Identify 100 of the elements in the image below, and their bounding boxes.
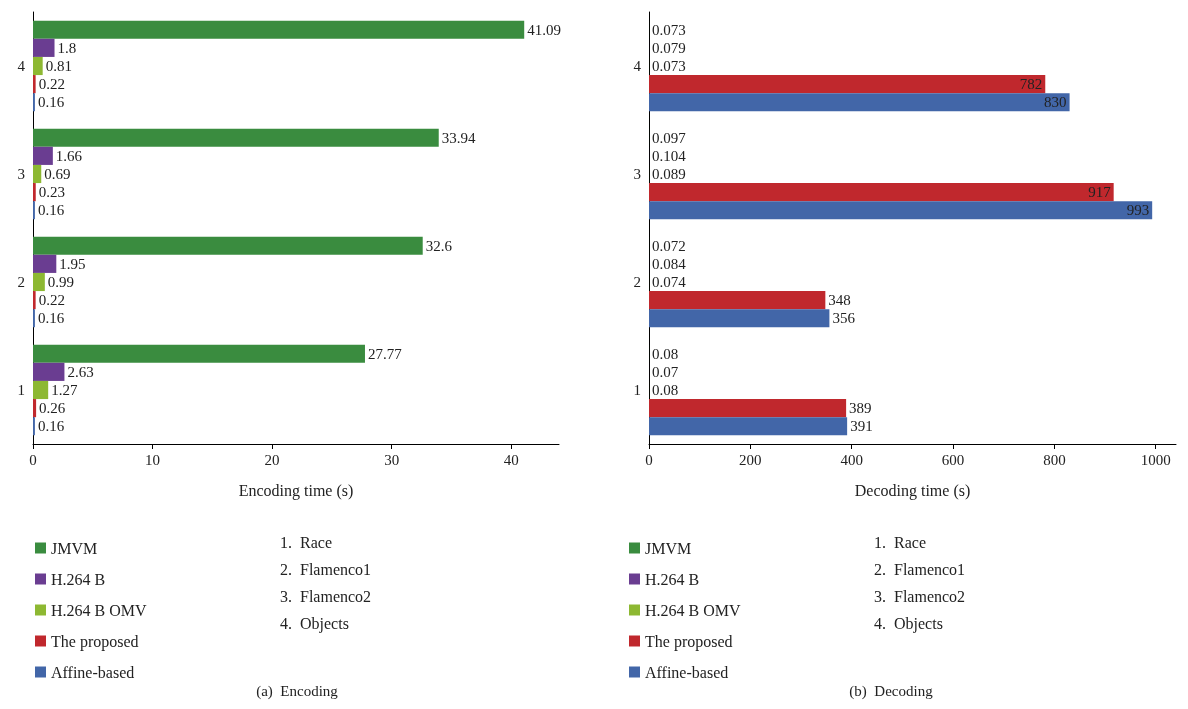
data-label: 0.16 — [37, 310, 65, 327]
text: 2. Flamenco1 — [874, 560, 966, 578]
data-label: 41.09 — [527, 21, 561, 38]
y-tick-label: 3 — [633, 166, 641, 182]
data-label: 356 — [832, 310, 856, 327]
data-label: 0.074 — [652, 274, 687, 290]
data-label: 391 — [850, 418, 873, 435]
bar — [33, 362, 65, 381]
legend-label: The proposed — [645, 632, 733, 651]
y-tick-label: 1 — [17, 382, 25, 398]
x-tick-label: 1000 — [1140, 451, 1171, 468]
bar — [649, 75, 1046, 94]
bar — [33, 128, 439, 147]
bar — [33, 183, 36, 202]
data-label: 0.079 — [652, 39, 686, 56]
bar — [649, 93, 1070, 112]
text: (a) Encoding — [256, 682, 339, 700]
x-tick-label: 0 — [29, 451, 37, 468]
y-tick-label: 2 — [633, 274, 641, 290]
legend-label: JMVM — [51, 539, 98, 557]
data-label: 0.08 — [652, 345, 679, 362]
bar — [33, 164, 42, 184]
data-label: 1.27 — [51, 382, 78, 398]
legend-label: H.264 B OMV — [645, 601, 742, 619]
legend-label: Affine-based — [51, 663, 135, 681]
x-tick-label: 600 — [941, 451, 965, 468]
bar — [33, 344, 365, 363]
text: 4. Objects — [874, 614, 943, 633]
data-label: 0.073 — [652, 58, 686, 74]
text: (b) Decoding — [849, 682, 934, 700]
bar — [33, 236, 423, 255]
data-label: 0.26 — [39, 400, 66, 417]
legend-label: H.264 B — [645, 570, 700, 588]
bar — [649, 309, 830, 328]
data-label: 0.084 — [652, 255, 687, 272]
data-label: 0.22 — [38, 292, 65, 309]
data-label: 27.77 — [367, 345, 403, 362]
data-label: 348 — [828, 292, 851, 309]
x-tick-label: 0 — [645, 451, 653, 468]
legend-label: JMVM — [645, 539, 692, 557]
x-tick-label: 200 — [739, 451, 762, 468]
y-tick-label: 3 — [17, 166, 25, 182]
data-label: 0.22 — [38, 76, 65, 93]
y-tick-label: 4 — [17, 58, 26, 74]
bar — [33, 146, 53, 165]
bar — [33, 380, 49, 400]
bar — [33, 254, 57, 273]
x-tick-label: 40 — [503, 451, 519, 468]
data-label: 0.99 — [47, 274, 75, 290]
bar — [33, 20, 525, 39]
bar — [33, 291, 36, 310]
data-label: 0.104 — [652, 147, 687, 164]
bar — [33, 272, 45, 292]
text: 3. Flamenco2 — [280, 587, 372, 605]
data-label: 0.097 — [652, 129, 687, 146]
text: 3. Flamenco2 — [874, 587, 966, 605]
data-label: 32.6 — [425, 237, 453, 254]
x-tick-label: 10 — [145, 451, 161, 468]
text: 2. Flamenco1 — [280, 560, 372, 578]
y-tick-label: 2 — [17, 274, 25, 290]
bar — [649, 201, 1153, 220]
bar — [33, 38, 55, 57]
data-label: 1.95 — [59, 255, 86, 272]
data-label: 0.073 — [652, 21, 686, 38]
x-axis-title: Decoding time (s) — [854, 481, 971, 500]
bar — [649, 417, 848, 436]
data-label: 1.8 — [57, 39, 77, 56]
text: 1. Race — [280, 533, 332, 551]
data-label: 2.63 — [67, 363, 94, 380]
bar — [649, 399, 847, 418]
data-label: 33.94 — [441, 129, 476, 146]
legend-label: H.264 B OMV — [51, 601, 148, 619]
x-tick-label: 400 — [840, 451, 863, 468]
x-tick-label: 30 — [384, 451, 400, 468]
bar — [33, 56, 43, 76]
data-label: 0.69 — [44, 166, 71, 182]
x-axis-title: Encoding time (s) — [238, 481, 354, 500]
data-label: 917 — [1088, 184, 1112, 201]
bar — [649, 291, 826, 310]
data-label: 830 — [1044, 94, 1067, 111]
data-label: 0.072 — [652, 237, 686, 254]
bar — [649, 183, 1114, 202]
data-label: 0.16 — [37, 202, 65, 219]
y-tick-label: 1 — [633, 382, 641, 398]
data-label: 0.08 — [652, 382, 679, 398]
data-label: 0.089 — [652, 166, 686, 182]
x-tick-label: 800 — [1043, 451, 1066, 468]
data-label: 993 — [1126, 202, 1150, 219]
legend-label: H.264 B — [51, 570, 106, 588]
data-label: 0.07 — [652, 363, 679, 380]
data-label: 0.23 — [38, 184, 65, 201]
data-label: 1.66 — [55, 147, 83, 164]
x-tick-label: 20 — [264, 451, 280, 468]
data-label: 0.16 — [37, 418, 65, 435]
legend-label: The proposed — [51, 632, 139, 651]
bar — [33, 399, 37, 418]
bar — [33, 75, 36, 94]
data-label: 782 — [1019, 76, 1043, 93]
text: 4. Objects — [280, 614, 349, 633]
text: 1. Race — [874, 533, 926, 551]
